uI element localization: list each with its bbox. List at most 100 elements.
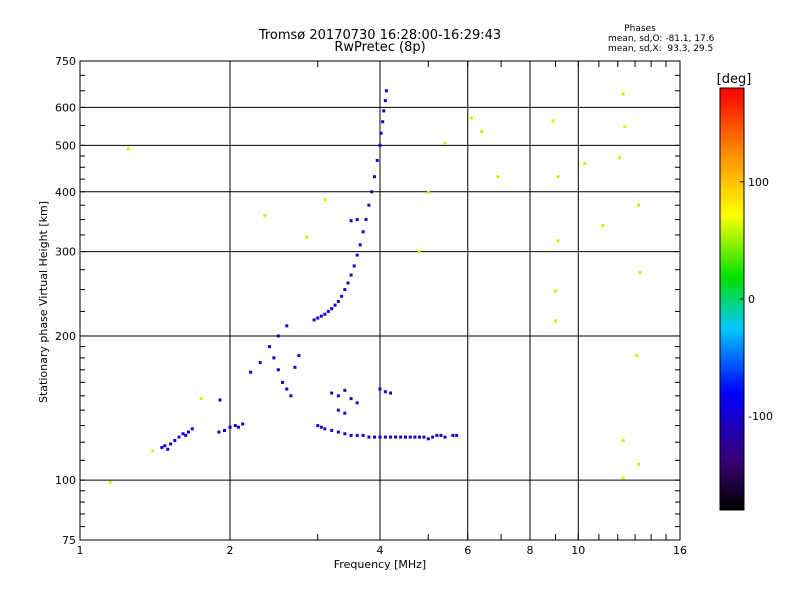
data-point [496,175,500,179]
data-point [355,401,359,405]
data-point [267,345,271,349]
data-point [343,411,347,415]
data-point [108,480,112,484]
phase-stats-x: mean, sd,X: 93.3, 29.5 [608,44,714,54]
chart-subtitle: RwPretec (8p) [334,40,426,55]
x-tick-labels: 1 2 4 6 8 10 16 [77,544,688,557]
data-point [383,99,387,103]
data-point [373,175,377,179]
data-point [399,435,403,439]
data-point [381,120,385,124]
data-point [343,388,347,392]
data-point [373,435,377,439]
data-point [349,433,353,437]
data-point [289,394,293,398]
data-point [384,89,388,93]
y-tick-label: 750 [55,55,76,68]
data-point [621,476,625,480]
data-point [370,190,374,194]
data-point [551,119,555,123]
y-tick-label: 600 [55,101,76,114]
data-point [435,433,439,437]
data-point [293,365,297,369]
colorbar-tick-label: 100 [748,176,769,189]
data-points [108,89,642,484]
data-point [636,203,640,207]
data-point [443,141,447,145]
x-tick-label: 2 [227,544,234,557]
data-point [379,131,383,135]
data-point [173,439,177,443]
data-point [375,158,379,162]
y-tick-label: 75 [62,534,76,547]
data-point [199,397,203,401]
y-tick-label: 400 [55,186,76,199]
data-point [394,435,398,439]
data-point [236,425,240,429]
data-point [378,143,382,147]
data-point [352,264,356,268]
y-tick-label: 200 [55,330,76,343]
data-point [305,235,309,239]
data-point [553,319,557,323]
data-point [403,435,407,439]
data-point [263,213,267,217]
data-point [190,427,194,431]
data-point [316,424,320,428]
data-point [340,294,344,298]
phase-stats-heading: Phases [624,24,656,34]
data-point [276,334,280,338]
data-point [621,92,625,96]
data-point [346,281,350,285]
data-point [413,435,417,439]
data-point [281,380,285,384]
data-point [169,442,173,446]
y-tick-labels: 75 100 200 300 400 500 600 750 [55,55,76,547]
series-f1-low-trace [316,424,459,441]
data-point [217,430,221,434]
data-point [249,370,253,374]
data-point [285,387,289,391]
data-point [618,156,622,160]
data-point [276,368,280,372]
data-point [218,398,222,402]
data-point [621,439,625,443]
x-axis-title: Frequency [MHz] [334,558,426,571]
data-point [355,433,359,437]
data-point [367,435,371,439]
data-point [319,314,323,318]
colorbar-ticks: 100 0 -100 [740,176,773,423]
data-point [583,162,587,166]
data-point [343,432,347,436]
series-e-layer-trace [160,422,245,451]
data-point [469,116,473,120]
data-point [126,147,130,151]
data-point [349,273,353,277]
data-point [312,318,316,322]
axis-ticks [79,60,681,541]
x-tick-label: 8 [527,544,534,557]
data-point [323,312,327,316]
data-point [349,397,353,401]
data-point [319,425,323,429]
data-point [181,432,185,436]
data-point [408,435,412,439]
data-point [455,433,459,437]
chart-title: Tromsø 20170730 16:28:00-16:29:43 [258,28,502,43]
data-point [184,433,188,437]
data-point [163,444,167,448]
data-point [389,435,393,439]
data-point [336,300,340,304]
data-point [336,430,340,434]
x-tick-label: 4 [377,544,384,557]
data-point [223,428,227,432]
data-point [556,175,560,179]
data-point [417,435,421,439]
data-point [355,218,359,222]
colorbar-tick-label: 0 [748,293,755,306]
y-axis-title: Stationary phase Virtual Height [km] [37,201,50,403]
data-point [323,198,327,202]
data-point [553,289,557,293]
data-point [361,230,365,234]
